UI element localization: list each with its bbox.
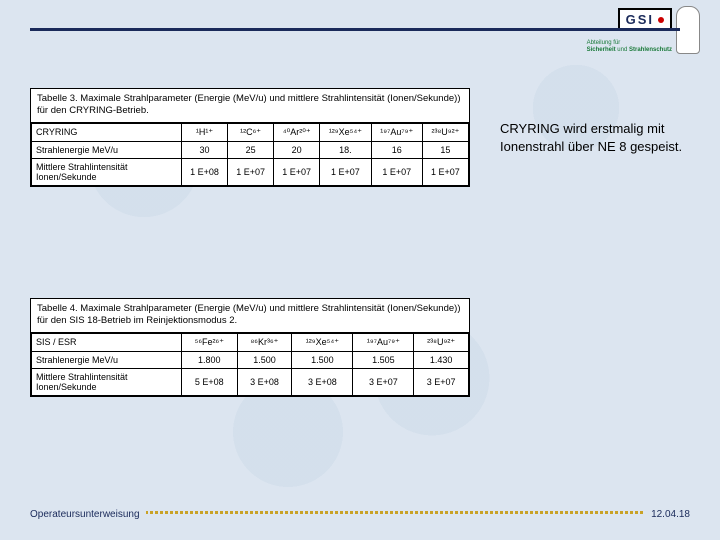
ion-col: ²³⁸U⁹²⁺ <box>414 333 469 351</box>
footer-left: Operateursunterweisung <box>30 509 146 520</box>
table-2: Tabelle 4. Maximale Strahlparameter (Ene… <box>30 298 470 397</box>
cell: 16 <box>371 141 422 158</box>
table-row: Strahlenergie MeV/u 30 25 20 18. 16 15 <box>32 141 469 158</box>
logo-dot-icon <box>658 17 664 23</box>
cell: 3 E+07 <box>353 368 414 395</box>
cell: 1.500 <box>237 351 292 368</box>
row-label: Mittlere Strahlintensität Ionen/Sekunde <box>32 158 182 185</box>
table-1-grid: CRYRING ¹H¹⁺ ¹²C⁶⁺ ⁴⁰Ar²⁰⁺ ¹²⁹Xe⁵⁴⁺ ¹⁹⁷A… <box>31 123 469 186</box>
cell: 1.505 <box>353 351 414 368</box>
ion-col: ⁸⁶Kr³⁶⁺ <box>237 333 292 351</box>
ion-col: ¹²⁹Xe⁵⁴⁺ <box>292 333 353 351</box>
cell: 25 <box>228 141 274 158</box>
dept-bold2: Strahlenschutz <box>629 47 672 53</box>
dept-und: und <box>617 47 627 53</box>
table-row: SIS / ESR ⁵⁶Fe²⁶⁺ ⁸⁶Kr³⁶⁺ ¹²⁹Xe⁵⁴⁺ ¹⁹⁷Au… <box>32 333 469 351</box>
cell: 1.500 <box>292 351 353 368</box>
table-row: Mittlere Strahlintensität Ionen/Sekunde … <box>32 368 469 395</box>
ion-col: ⁴⁰Ar²⁰⁺ <box>274 123 320 141</box>
cell: 5 E+08 <box>182 368 238 395</box>
cell: 1 E+07 <box>228 158 274 185</box>
cell: 1 E+07 <box>274 158 320 185</box>
dept-line1: Abteilung für <box>587 40 621 46</box>
ion-col: ¹²⁹Xe⁵⁴⁺ <box>320 123 371 141</box>
ion-col: ¹⁹⁷Au⁷⁹⁺ <box>371 123 422 141</box>
cell: 1 E+08 <box>182 158 228 185</box>
ion-col: ⁵⁶Fe²⁶⁺ <box>182 333 238 351</box>
cell: 1 E+07 <box>422 158 468 185</box>
department-label: Abteilung für Sicherheit und Strahlensch… <box>587 40 672 54</box>
cell: 3 E+08 <box>292 368 353 395</box>
table-1: Tabelle 3. Maximale Strahlparameter (Ene… <box>30 88 470 187</box>
header-rule <box>30 28 680 31</box>
ion-col: ²³⁸U⁹²⁺ <box>422 123 468 141</box>
dept-bold1: Sicherheit <box>587 47 616 53</box>
footer-right: 12.04.18 <box>645 509 690 520</box>
table-row: CRYRING ¹H¹⁺ ¹²C⁶⁺ ⁴⁰Ar²⁰⁺ ¹²⁹Xe⁵⁴⁺ ¹⁹⁷A… <box>32 123 469 141</box>
ion-col: ¹H¹⁺ <box>182 123 228 141</box>
table-row: Strahlenergie MeV/u 1.800 1.500 1.500 1.… <box>32 351 469 368</box>
cell: 3 E+08 <box>237 368 292 395</box>
row-label: Strahlenergie MeV/u <box>32 141 182 158</box>
cell: 1 E+07 <box>371 158 422 185</box>
cell: 15 <box>422 141 468 158</box>
cell: 20 <box>274 141 320 158</box>
cell: 30 <box>182 141 228 158</box>
cell: 1.430 <box>414 351 469 368</box>
table-2-caption: Tabelle 4. Maximale Strahlparameter (Ene… <box>31 299 469 333</box>
cell: 18. <box>320 141 371 158</box>
cell: 3 E+07 <box>414 368 469 395</box>
table-2-header: SIS / ESR <box>32 333 182 351</box>
cell: 1 E+07 <box>320 158 371 185</box>
table-row: Mittlere Strahlintensität Ionen/Sekunde … <box>32 158 469 185</box>
note-text: CRYRING wird erstmalig mit Ionenstrahl ü… <box>500 120 690 155</box>
row-label: Mittlere Strahlintensität Ionen/Sekunde <box>32 368 182 395</box>
cell: 1.800 <box>182 351 238 368</box>
table-1-header: CRYRING <box>32 123 182 141</box>
ion-col: ¹⁹⁷Au⁷⁹⁺ <box>353 333 414 351</box>
row-label: Strahlenergie MeV/u <box>32 351 182 368</box>
table-2-grid: SIS / ESR ⁵⁶Fe²⁶⁺ ⁸⁶Kr³⁶⁺ ¹²⁹Xe⁵⁴⁺ ¹⁹⁷Au… <box>31 333 469 396</box>
logo-text: GSI <box>626 12 654 27</box>
ion-col: ¹²C⁶⁺ <box>228 123 274 141</box>
table-1-caption: Tabelle 3. Maximale Strahlparameter (Ene… <box>31 89 469 123</box>
